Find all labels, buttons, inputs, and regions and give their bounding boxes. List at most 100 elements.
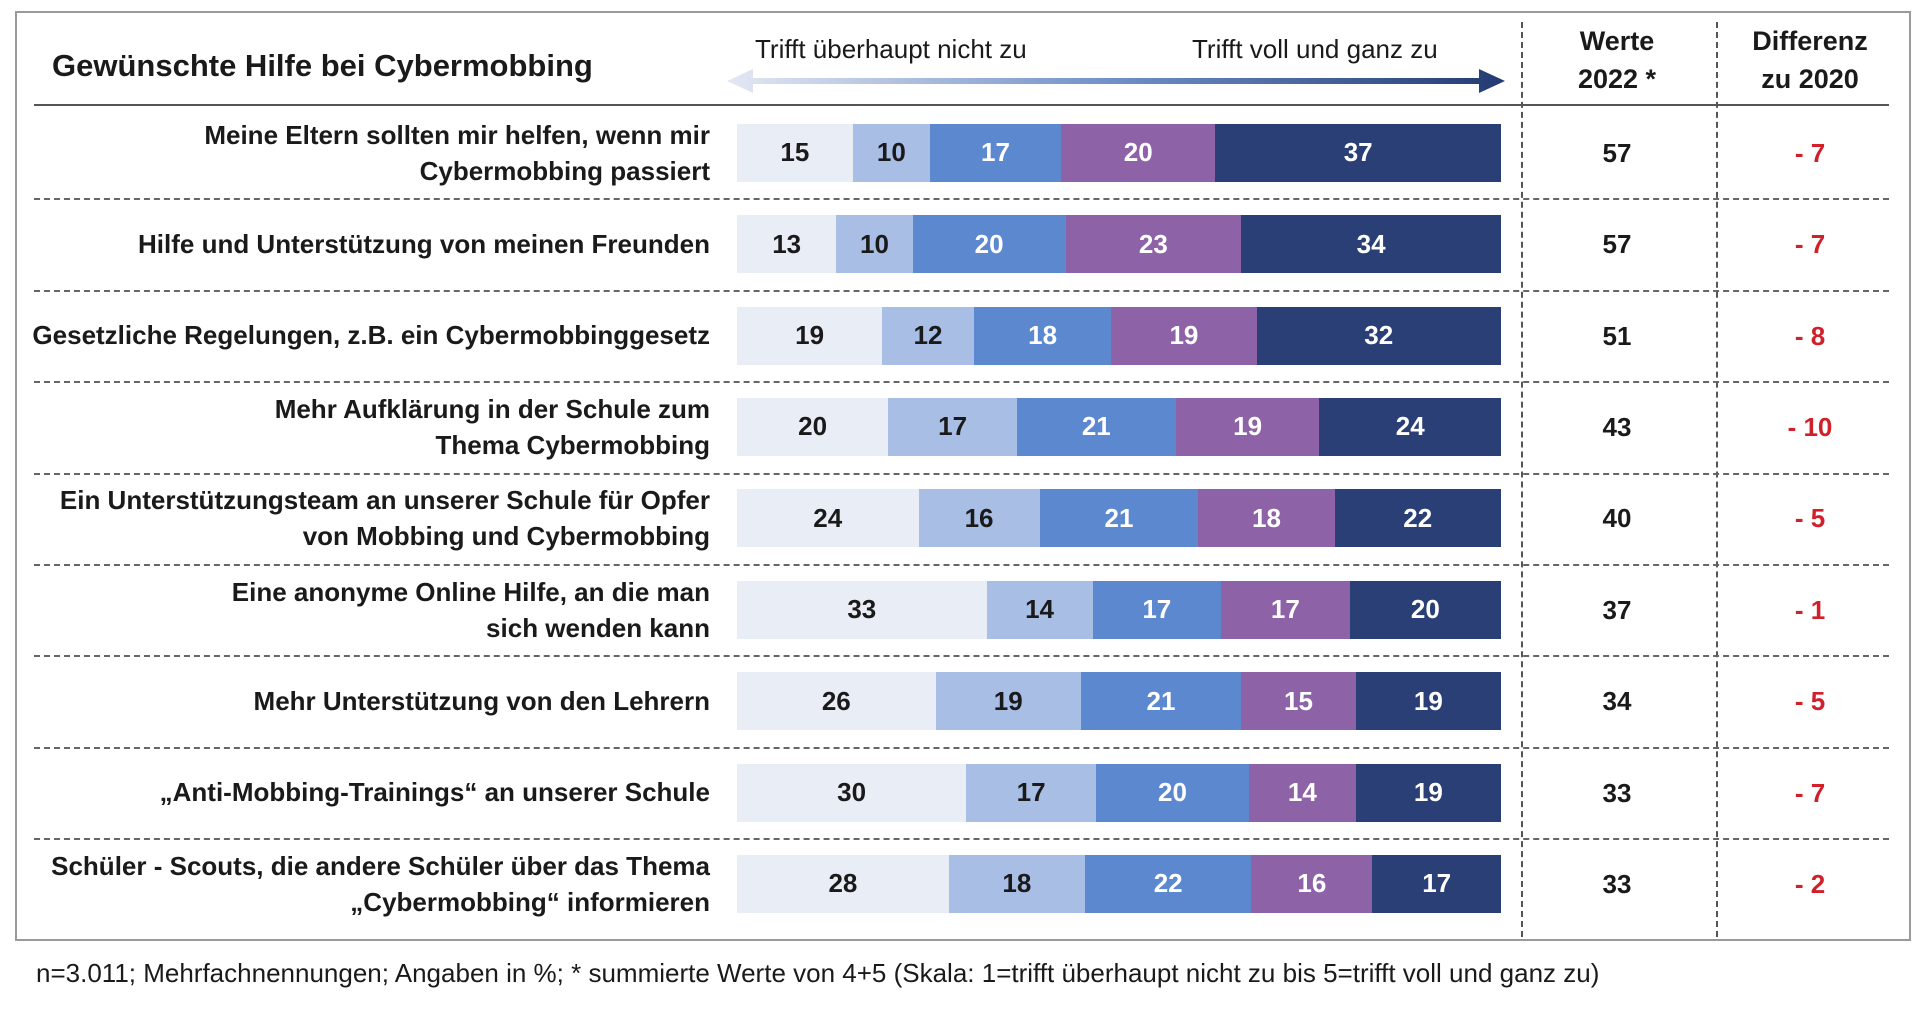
bar-segment-level-1: 24 — [737, 489, 919, 548]
row-divider — [34, 381, 1889, 384]
row-divider — [34, 838, 1889, 841]
werte-header-line1: Werte — [1579, 26, 1655, 56]
row-label: Mehr Aufklärung in der Schule zum Thema C… — [30, 381, 710, 472]
row-label-line: Schüler - Scouts, die andere Schüler übe… — [51, 850, 710, 881]
bar-segment-level-3: 21 — [1039, 489, 1199, 548]
bar-segment-level-1: 19 — [737, 306, 883, 365]
footnote: n=3.011; Mehrfachnennungen; Angaben in %… — [36, 958, 1600, 988]
bar-segment-level-3: 18 — [973, 306, 1112, 365]
differenz-column-separator — [1716, 22, 1718, 937]
differenz-value: - 5 — [1794, 503, 1826, 534]
row-label-line: Gesetzliche Regelungen, z.B. ein Cybermo… — [32, 320, 710, 351]
werte-value: 51 — [1602, 320, 1632, 351]
bar-segment-level-2: 10 — [836, 215, 913, 274]
bar-segment-level-5: 19 — [1355, 672, 1501, 731]
differenz-column-header: Differenz zu 2020 — [1720, 22, 1900, 98]
row-divider — [34, 564, 1889, 566]
bar-segment-level-4: 17 — [1221, 580, 1350, 639]
werte-value: 43 — [1602, 411, 1632, 442]
bar-segment-level-5: 37 — [1215, 123, 1501, 182]
werte-value: 33 — [1602, 868, 1632, 899]
bar-segment-level-5: 22 — [1334, 489, 1501, 548]
stacked-bar: 24 16 21 18 22 — [737, 489, 1501, 548]
werte-header-line2: 2022 * — [1577, 64, 1657, 94]
stacked-bar: 13 10 20 23 34 — [737, 215, 1501, 274]
row-label-line: sich wenden kann — [486, 612, 710, 643]
row-divider — [34, 655, 1889, 658]
scale-high-label: Trifft voll und ganz zu — [1192, 34, 1438, 64]
row-label-line: Hilfe und Unterstützung von meinen Freun… — [138, 229, 710, 260]
row-label-line: Cybermobbing passiert — [419, 155, 710, 186]
bar-segment-level-2: 14 — [986, 580, 1093, 639]
differenz-value: - 7 — [1794, 777, 1826, 808]
differenz-value: - 7 — [1794, 137, 1826, 168]
bar-segment-level-2: 17 — [888, 397, 1017, 456]
chart-frame — [15, 11, 1911, 941]
row-divider — [34, 746, 1889, 749]
differenz-value: - 8 — [1794, 320, 1826, 351]
bar-segment-level-2: 17 — [966, 763, 1097, 822]
bar-segment-level-4: 15 — [1241, 672, 1356, 731]
row-label-line: „Cybermobbing“ informieren — [350, 886, 710, 917]
bar-segment-level-3: 21 — [1016, 397, 1176, 456]
differenz-value: - 5 — [1794, 686, 1826, 717]
row-divider — [34, 198, 1889, 201]
bar-segment-level-4: 16 — [1251, 854, 1373, 913]
bar-segment-level-2: 16 — [918, 489, 1040, 548]
stacked-bar: 33 14 17 17 20 — [737, 580, 1501, 639]
row-label: Schüler - Scouts, die andere Schüler übe… — [30, 838, 710, 929]
bar-segment-level-1: 20 — [737, 397, 889, 456]
chart-title: Gewünschte Hilfe bei Cybermobbing — [52, 48, 593, 83]
scale-low-label: Trifft überhaupt nicht zu — [755, 34, 1027, 64]
bar-segment-level-1: 28 — [737, 854, 949, 913]
differenz-value: - 1 — [1794, 594, 1826, 625]
bar-segment-level-4: 23 — [1065, 215, 1242, 274]
row-label-line: „Anti-Mobbing-Trainings“ an unserer Schu… — [159, 777, 710, 808]
row-label-line: Ein Unterstützungsteam an unserer Schule… — [59, 485, 710, 516]
row-divider — [34, 289, 1889, 292]
bar-segment-level-2: 10 — [852, 123, 930, 182]
werte-column-header: Werte 2022 * — [1532, 22, 1702, 98]
bar-segment-level-3: 21 — [1080, 672, 1242, 731]
bar-segment-level-3: 22 — [1084, 854, 1252, 913]
bar-segment-level-2: 12 — [882, 306, 974, 365]
bar-segment-level-4: 14 — [1248, 763, 1356, 822]
bar-segment-level-5: 34 — [1241, 215, 1501, 274]
differenz-value: - 7 — [1794, 229, 1826, 260]
bar-segment-level-3: 17 — [929, 123, 1062, 182]
werte-value: 57 — [1602, 137, 1632, 168]
werte-column-separator — [1521, 22, 1523, 937]
werte-value: 37 — [1602, 594, 1632, 625]
differenz-header-line2: zu 2020 — [1761, 64, 1859, 94]
row-label-line: Meine Eltern sollten mir helfen, wenn mi… — [204, 119, 710, 150]
bar-segment-level-1: 13 — [737, 215, 837, 274]
bar-segment-level-3: 20 — [1096, 763, 1249, 822]
row-label: Meine Eltern sollten mir helfen, wenn mi… — [30, 107, 710, 198]
werte-value: 40 — [1602, 503, 1632, 534]
bar-segment-level-1: 30 — [737, 763, 967, 822]
bar-segment-level-4: 20 — [1061, 123, 1216, 182]
bar-segment-level-3: 17 — [1092, 580, 1222, 639]
header-divider — [34, 104, 1889, 106]
werte-value: 34 — [1602, 686, 1632, 717]
bar-segment-level-2: 19 — [935, 672, 1081, 731]
bar-segment-level-5: 17 — [1372, 854, 1501, 913]
bar-segment-level-4: 19 — [1175, 397, 1320, 456]
stacked-bar: 28 18 22 16 17 — [737, 854, 1501, 913]
bar-segment-level-3: 20 — [912, 215, 1066, 274]
bar-segment-level-1: 26 — [737, 672, 936, 731]
row-label: Hilfe und Unterstützung von meinen Freun… — [30, 198, 710, 289]
bar-segment-level-2: 18 — [948, 854, 1085, 913]
bar-segment-level-5: 19 — [1355, 763, 1501, 822]
row-label: Gesetzliche Regelungen, z.B. ein Cybermo… — [30, 290, 710, 381]
stacked-bar: 30 17 20 14 19 — [737, 763, 1501, 822]
row-label: Ein Unterstützungsteam an unserer Schule… — [30, 473, 710, 564]
row-label: Eine anonyme Online Hilfe, an die man sic… — [30, 564, 710, 655]
row-label: Mehr Unterstützung von den Lehrern — [30, 655, 710, 746]
bar-segment-level-1: 15 — [737, 123, 853, 182]
row-label-line: Mehr Unterstützung von den Lehrern — [253, 686, 710, 717]
bar-segment-level-5: 24 — [1319, 397, 1501, 456]
differenz-header-line1: Differenz — [1752, 26, 1868, 56]
bar-segment-level-5: 20 — [1349, 580, 1501, 639]
werte-value: 33 — [1602, 777, 1632, 808]
